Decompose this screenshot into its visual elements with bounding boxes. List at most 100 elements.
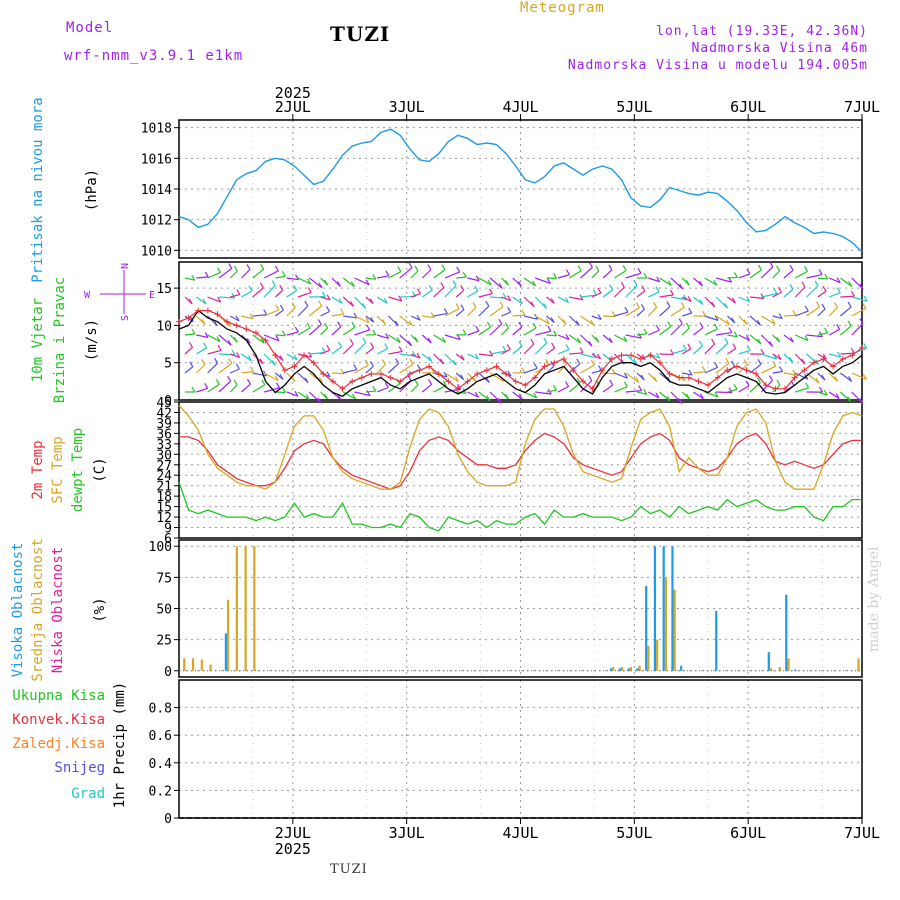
wind-barb xyxy=(625,390,642,393)
wind-barb-flag xyxy=(547,325,552,332)
wind-barb-flag xyxy=(384,343,389,349)
wind-barb xyxy=(602,334,613,344)
wind-barb-flag xyxy=(227,339,232,346)
dewpoint-label: dewpt Temp xyxy=(70,428,86,512)
wind-barb-flag xyxy=(776,265,781,272)
wind-barb xyxy=(342,277,355,288)
wind-barb xyxy=(229,384,238,393)
wind-barb xyxy=(195,296,207,305)
wind-barb xyxy=(342,296,354,307)
wind-barb xyxy=(727,296,736,304)
wind-barb-flag xyxy=(769,341,774,347)
wind-barb xyxy=(354,277,370,286)
wind-barb-flag xyxy=(460,304,465,310)
precip-legend-4: Grad xyxy=(71,786,105,802)
wind-barb xyxy=(263,285,276,298)
wind-barb xyxy=(749,315,761,326)
wind-barb xyxy=(195,347,207,355)
wind-barb xyxy=(354,364,369,374)
wind-barb xyxy=(568,334,581,344)
x-tick-label-bottom: 6JUL xyxy=(730,824,766,842)
wind-barb xyxy=(308,391,322,404)
wind-barb-flag xyxy=(733,383,738,390)
wind-barb-flag xyxy=(822,353,827,360)
wind-barb xyxy=(489,350,506,355)
x-tick-label-bottom: 7JUL xyxy=(844,824,880,842)
wind-barb-flag xyxy=(460,354,465,361)
wind-barb-flag xyxy=(685,393,690,400)
wind-barb-flag xyxy=(530,301,535,308)
wind-barb xyxy=(681,327,690,336)
wind-barb-flag xyxy=(551,342,556,349)
wind-barb xyxy=(828,391,840,400)
wind-barb xyxy=(693,327,704,336)
wind-barb-flag xyxy=(848,281,853,287)
wind-barb xyxy=(478,326,491,336)
wind-barb xyxy=(636,290,646,298)
wind-barb-flag xyxy=(235,363,240,370)
wind-barb xyxy=(421,289,433,298)
wind-barb xyxy=(207,362,218,374)
wind-barb-flag xyxy=(687,296,692,302)
wind-barb xyxy=(365,365,374,374)
wind-barb xyxy=(715,296,728,309)
wind-barb xyxy=(263,270,279,279)
y-tick-label: 1012 xyxy=(141,214,172,229)
wind-barb xyxy=(557,274,570,279)
y-tick-label: 39 xyxy=(156,417,172,432)
wind-barb xyxy=(410,270,419,279)
y-tick-label: 15 xyxy=(156,282,172,297)
wind-barb-flag xyxy=(281,387,286,393)
wind-barb-flag xyxy=(307,278,312,285)
wind-barb-flag xyxy=(233,336,238,343)
mid-cloud-bar xyxy=(253,546,256,671)
high-cloud-label: Visoka Oblacnost xyxy=(10,543,26,678)
mid-cloud-bar xyxy=(647,645,650,671)
mid-cloud-bar xyxy=(787,658,790,671)
wind-barb-flag xyxy=(643,388,648,395)
wind-barb xyxy=(376,386,389,393)
wind-barb-flag xyxy=(214,357,219,364)
wind-barb xyxy=(467,353,479,360)
wind-barb-flag xyxy=(318,376,323,383)
wind-barb-flag xyxy=(821,374,826,381)
wind-barb-flag xyxy=(776,336,781,343)
wind-barb-flag xyxy=(452,359,457,366)
y-tick-label: 50 xyxy=(156,603,172,618)
wind-barb xyxy=(636,391,647,395)
wind-barb-flag xyxy=(472,302,477,308)
wind-barb xyxy=(512,296,523,305)
wind-barb xyxy=(546,334,557,337)
wind-barb-flag xyxy=(778,366,783,372)
wind-speed-line xyxy=(178,309,863,398)
wind-barb xyxy=(342,326,356,336)
wind-barb xyxy=(828,277,841,284)
wind-barb xyxy=(218,268,233,279)
wind-barb-flag xyxy=(396,337,401,343)
wind-barb xyxy=(783,288,794,298)
wind-barb xyxy=(636,308,645,317)
wind-barb-flag xyxy=(364,359,369,366)
wind-barb xyxy=(670,306,685,317)
wind-barb-flag xyxy=(279,355,284,361)
wind-barb-flag xyxy=(590,359,595,366)
wind-barb-flag xyxy=(818,386,824,393)
wind-barb-flag xyxy=(576,358,581,365)
wind-barb-flag xyxy=(293,285,298,291)
wind-barb-flag xyxy=(416,314,421,321)
wind-barb-flag xyxy=(804,305,809,312)
wind-barb-flag xyxy=(656,352,661,359)
wind-barb-flag xyxy=(545,318,550,325)
wind-barb-flag xyxy=(274,265,279,272)
wind-barb xyxy=(557,348,570,355)
wind-barb-flag xyxy=(188,298,193,305)
wind-barb-flag xyxy=(863,343,868,349)
wind-barb xyxy=(648,291,660,298)
wind-barb-flag xyxy=(216,336,221,342)
wind-barb-flag xyxy=(533,392,538,399)
wind-barb xyxy=(342,391,356,400)
wind-barb xyxy=(648,391,660,399)
x-tick-label-top: 5JUL xyxy=(616,98,652,116)
wind-barb xyxy=(241,371,254,374)
wind-barb xyxy=(512,314,525,317)
